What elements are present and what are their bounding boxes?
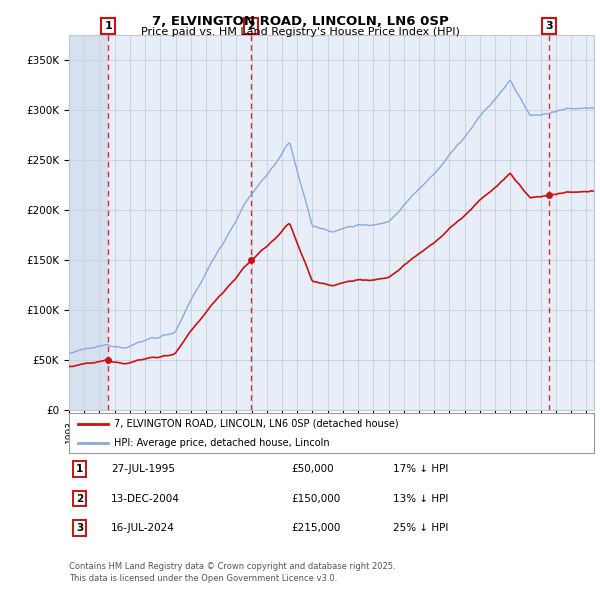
Text: 1: 1 bbox=[104, 21, 112, 31]
Text: 16-JUL-2024: 16-JUL-2024 bbox=[111, 523, 175, 533]
Text: 7, ELVINGTON ROAD, LINCOLN, LN6 0SP: 7, ELVINGTON ROAD, LINCOLN, LN6 0SP bbox=[152, 15, 448, 28]
Bar bbox=[108, 35, 251, 410]
Text: 1: 1 bbox=[76, 464, 83, 474]
Text: £215,000: £215,000 bbox=[291, 523, 340, 533]
Text: 3: 3 bbox=[545, 21, 553, 31]
Bar bbox=[69, 35, 108, 410]
Text: 3: 3 bbox=[76, 523, 83, 533]
Text: 7, ELVINGTON ROAD, LINCOLN, LN6 0SP (detached house): 7, ELVINGTON ROAD, LINCOLN, LN6 0SP (det… bbox=[113, 419, 398, 429]
Text: £150,000: £150,000 bbox=[291, 494, 340, 503]
Text: 2: 2 bbox=[76, 494, 83, 503]
Text: £50,000: £50,000 bbox=[291, 464, 334, 474]
Text: 2: 2 bbox=[247, 21, 255, 31]
Text: Price paid vs. HM Land Registry's House Price Index (HPI): Price paid vs. HM Land Registry's House … bbox=[140, 27, 460, 37]
Text: 13% ↓ HPI: 13% ↓ HPI bbox=[393, 494, 448, 503]
Text: HPI: Average price, detached house, Lincoln: HPI: Average price, detached house, Linc… bbox=[113, 438, 329, 448]
Text: 17% ↓ HPI: 17% ↓ HPI bbox=[393, 464, 448, 474]
Text: 13-DEC-2004: 13-DEC-2004 bbox=[111, 494, 180, 503]
Text: 27-JUL-1995: 27-JUL-1995 bbox=[111, 464, 175, 474]
Text: 25% ↓ HPI: 25% ↓ HPI bbox=[393, 523, 448, 533]
Text: Contains HM Land Registry data © Crown copyright and database right 2025.
This d: Contains HM Land Registry data © Crown c… bbox=[69, 562, 395, 583]
